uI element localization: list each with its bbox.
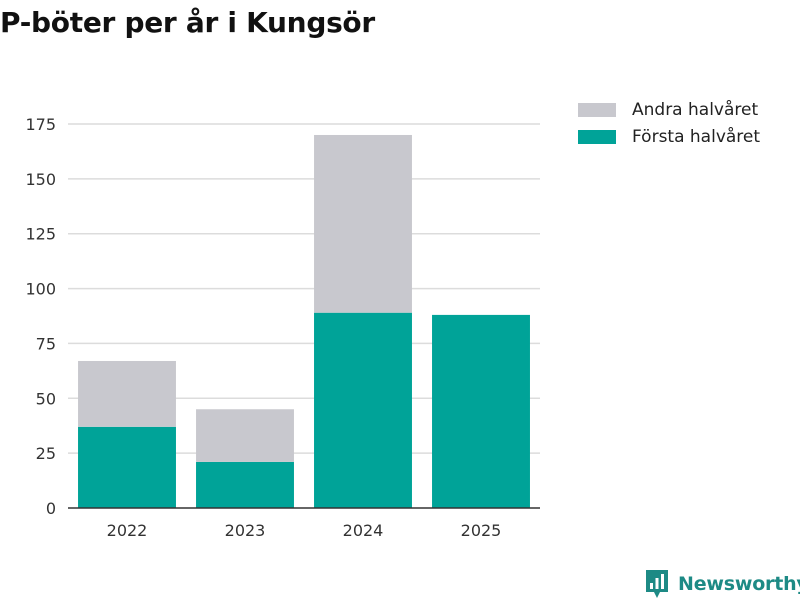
newsworthy-icon	[646, 570, 668, 598]
newsworthy-logo: Newsworthy	[644, 568, 800, 600]
legend-item-andra: Andra halvåret	[578, 96, 760, 123]
y-tick-label: 100	[25, 280, 56, 299]
y-tick-label: 150	[25, 170, 56, 189]
y-tick-label: 175	[25, 115, 56, 134]
bar-2024-forsta	[314, 312, 412, 508]
bar-2024-andra	[314, 134, 412, 313]
bar-2022-forsta	[78, 426, 176, 508]
y-tick-label: 0	[46, 499, 56, 518]
y-tick-label: 125	[25, 225, 56, 244]
bar-2023-forsta	[196, 461, 294, 508]
bar-2022-andra	[78, 360, 176, 427]
legend-swatch-forsta	[578, 129, 616, 144]
y-tick-label: 75	[36, 334, 56, 353]
x-tick-label: 2024	[343, 521, 384, 540]
bar-2025-forsta	[432, 314, 530, 508]
legend-label-forsta: Första halvåret	[632, 126, 761, 147]
brand-label: Newsworthy	[678, 573, 800, 595]
y-tick-label: 50	[36, 389, 56, 408]
chart-title: P-böter per år i Kungsör	[0, 6, 375, 39]
legend: Andra halvåret Första halvåret	[578, 96, 760, 150]
x-tick-label: 2023	[225, 521, 266, 540]
x-tick-label: 2025	[461, 521, 502, 540]
legend-swatch-andra	[578, 102, 616, 117]
y-tick-label: 25	[36, 444, 56, 463]
x-tick-label: 2022	[107, 521, 148, 540]
bar-2023-andra	[196, 409, 294, 462]
legend-item-forsta: Första halvåret	[578, 123, 760, 150]
legend-label-andra: Andra halvåret	[632, 99, 759, 120]
